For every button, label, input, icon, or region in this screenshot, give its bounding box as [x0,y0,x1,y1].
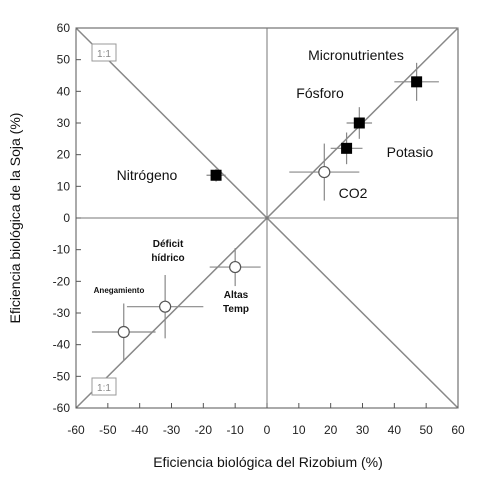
x-tick-label: 0 [264,423,271,437]
x-tick-label: 20 [324,423,338,437]
x-tick-label: -60 [67,423,85,437]
x-tick-label: -20 [195,423,213,437]
ticks: -60 -50 -40 -30 -20 -10 0 10 20 30 40 50 60 60 50 40 30 2… [53,21,465,437]
x-axis-title: Eficiencia biológica del Rizobium (%) [153,454,383,470]
x-tick-label: 40 [388,423,402,437]
point-marker-circle [159,300,172,313]
point-label: Altas Temp [223,290,249,315]
y-tick-label: -50 [53,369,71,383]
point-marker-circle [318,165,331,179]
point-marker-circle [229,260,242,274]
x-tick-label: -50 [99,423,117,437]
y-tick-label: 40 [57,84,71,98]
point-label-line: Altas [224,290,249,301]
y-tick-label: 60 [57,21,71,35]
point-marker-circle [117,325,130,339]
y-tick-label: 0 [63,211,70,225]
y-axis-title: Eficiencia biológica de la Soja (%) [7,113,23,324]
point-label: Nitrógeno [117,167,178,183]
x-tick-label: 50 [419,423,433,437]
point-label: Fósforo [296,85,344,101]
x-tick-label: 10 [292,423,306,437]
x-tick-label: 30 [356,423,370,437]
point-label: CO2 [339,185,368,201]
reference-label-box [91,377,117,396]
point-labels: Nitrógeno Micronutrientes Fósforo Potasio CO… [94,47,434,315]
x-tick-label: 60 [451,423,465,437]
data-points [117,76,423,339]
x-tick-label: -40 [131,423,149,437]
point-label: Déficit hídrico [151,239,184,264]
point-label: Micronutrientes [308,47,404,63]
point-label: Potasio [387,144,434,160]
y-tick-label: -10 [53,243,71,257]
point-label: Anegamiento [94,286,145,295]
point-label-line: Temp [223,304,249,315]
point-marker-square [411,76,423,88]
y-tick-label: 20 [57,148,71,162]
y-tick-label: -60 [53,401,71,415]
point-label-line: hídrico [151,253,184,264]
point-marker-square [341,142,353,154]
y-tick-label: -30 [53,306,71,320]
point-marker-square [210,169,222,181]
y-tick-label: 30 [57,116,71,130]
y-tick-label: 50 [57,53,71,67]
point-label-line: Déficit [153,239,184,250]
zero-axes [76,28,458,408]
y-tick-label: -20 [53,274,71,288]
reference-label: 1:1 [97,383,111,394]
y-tick-label: -40 [53,338,71,352]
reference-label: 1:1 [97,49,111,60]
x-tick-label: -30 [163,423,181,437]
reference-label-box [91,43,117,62]
point-marker-square [353,117,365,129]
y-tick-label: 10 [57,179,71,193]
x-tick-label: -10 [226,423,244,437]
